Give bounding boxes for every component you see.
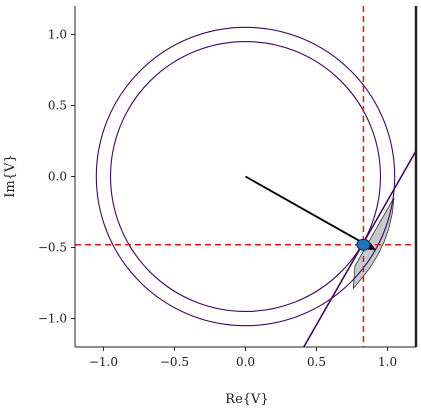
x-axis-label: Re{V} (225, 392, 268, 407)
feasible-region (352, 197, 395, 290)
x-tick-label: 0.5 (307, 355, 326, 369)
x-tick-label: −0.5 (160, 355, 189, 369)
operating-point (356, 238, 371, 251)
marks-layer (245, 175, 377, 251)
y-tick-label: 0.5 (48, 98, 67, 112)
circles-layer (95, 26, 396, 327)
circle-inner (109, 40, 382, 313)
y-tick-label: −1.0 (38, 312, 67, 326)
circle-outer (95, 26, 396, 327)
x-tick-label: −1.0 (89, 355, 118, 369)
x-tick-label: 0.0 (236, 355, 255, 369)
vector-shaft (245, 175, 369, 247)
feasible-region-layer (352, 197, 395, 290)
y-tick-label: 1.0 (48, 27, 67, 41)
y-axis-label: Im{V} (3, 154, 18, 197)
x-tick-label: 1.0 (378, 355, 397, 369)
y-tick-label: −0.5 (38, 241, 67, 255)
y-tick-label: 0.0 (48, 170, 67, 184)
axes-layer: −1.0 −0.5 0.0 0.5 1.0 −1.0 −0.5 0.0 0.5 1.0 (38, 6, 418, 369)
